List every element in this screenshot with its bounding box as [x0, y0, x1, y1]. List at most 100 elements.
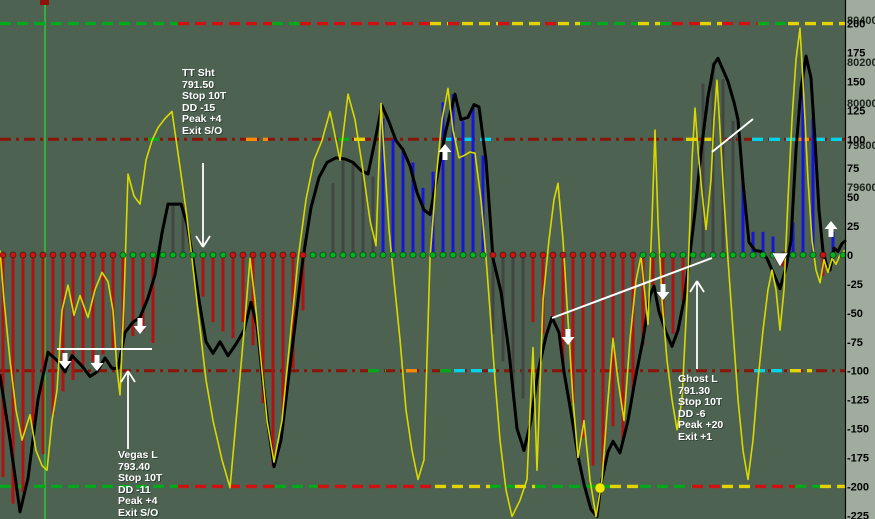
annotation-line: Stop 10T — [182, 90, 227, 102]
callout-arrow-head — [689, 280, 698, 293]
indicator-axis-label: -150 — [847, 424, 869, 436]
zero-dot — [89, 251, 97, 259]
zero-dot — [289, 251, 297, 259]
trend-line — [711, 118, 754, 153]
indicator-axis-label: -125 — [847, 395, 869, 407]
zero-dot — [259, 251, 267, 259]
zero-dot — [339, 251, 347, 259]
zero-dot — [619, 251, 627, 259]
zero-dot — [119, 251, 127, 259]
zero-dot — [819, 251, 827, 259]
zero-dot — [699, 251, 707, 259]
zero-dot — [29, 251, 37, 259]
zero-dot — [169, 251, 177, 259]
indicator-axis-label: 175 — [847, 48, 865, 60]
annotation-line: Vegas L — [118, 449, 158, 461]
signal-arrow-down-icon — [561, 329, 575, 345]
zero-dot — [639, 251, 647, 259]
callout-arrow-head — [696, 280, 705, 293]
signal-arrow-down-icon — [90, 355, 104, 371]
price-axis-label: 80400 — [847, 15, 875, 27]
zero-dot — [789, 251, 797, 259]
annotation-line: DD -15 — [182, 101, 216, 114]
annotation-tt-sht: TT Sht 791.50 Stop 10T DD -15 Peak +4 Ex… — [182, 67, 227, 137]
zero-dot — [219, 251, 227, 259]
zero-dot — [489, 251, 497, 259]
zero-dot — [519, 251, 527, 259]
annotation-line: Ghost L — [678, 373, 718, 385]
annotation-ghost-l: Ghost L 791.30 Stop 10T DD -6 Peak +20 E… — [678, 373, 724, 443]
zero-dot — [239, 251, 247, 259]
zero-dot — [199, 251, 207, 259]
zero-dot — [349, 251, 357, 259]
zero-dot — [739, 251, 747, 259]
zero-dot — [559, 251, 567, 259]
yellow-dot-marker — [594, 482, 606, 494]
signal-arrow-down-icon — [656, 284, 670, 300]
zero-dot — [389, 251, 397, 259]
zero-dot — [829, 251, 837, 259]
indicator-axis-label: 200 — [847, 19, 865, 31]
zero-dot — [359, 251, 367, 259]
annotation-line: Peak +4 — [182, 113, 222, 125]
indicator-axis-label: 50 — [847, 192, 859, 204]
annotation-line: Stop 10T — [678, 396, 723, 408]
zero-dot — [229, 251, 237, 259]
zero-dot — [209, 251, 217, 259]
zero-dot — [609, 251, 617, 259]
zero-dot — [0, 251, 7, 259]
zero-dot — [49, 251, 57, 259]
zero-dot — [749, 251, 757, 259]
indicator-axis-label: -200 — [847, 481, 869, 493]
zero-dot — [19, 251, 27, 259]
zero-dot — [59, 251, 67, 259]
price-line-black — [0, 54, 847, 518]
zero-dot — [579, 251, 587, 259]
zero-dot — [569, 251, 577, 259]
zero-dot — [449, 251, 457, 259]
zero-dot — [109, 251, 117, 259]
zero-dot — [659, 251, 667, 259]
zero-dot — [479, 251, 487, 259]
signal-arrow-up-icon — [824, 221, 838, 237]
axis-panel — [845, 0, 875, 519]
zero-dot — [649, 251, 657, 259]
zero-dot — [129, 251, 137, 259]
indicator-axis-label: 25 — [847, 221, 859, 233]
zero-dot — [309, 251, 317, 259]
annotation-line: Peak +20 — [678, 419, 724, 431]
annotation-line: TT Sht — [182, 67, 215, 79]
zero-dot — [689, 251, 697, 259]
annotation-line: Peak +4 — [118, 495, 158, 507]
zero-dot — [319, 251, 327, 259]
price-axis-label: 80000 — [847, 98, 875, 110]
zero-dot — [509, 251, 517, 259]
zero-dot — [159, 251, 167, 259]
annotation-line: DD -11 — [118, 483, 151, 496]
indicator-axis-label: 150 — [847, 76, 865, 88]
zero-dot — [329, 251, 337, 259]
zero-dot — [279, 251, 287, 259]
indicator-axis-label: -75 — [847, 337, 863, 349]
zero-dot — [419, 251, 427, 259]
callout-arrow-down — [195, 163, 211, 248]
callout-arrow-head — [195, 235, 204, 248]
indicator-line-yellow — [0, 27, 846, 518]
zero-dot — [549, 251, 557, 259]
zero-dot — [189, 251, 197, 259]
zero-dot — [809, 251, 817, 259]
callout-arrow-head — [202, 235, 211, 248]
zero-dot — [629, 251, 637, 259]
indicator-axis-label: -175 — [847, 452, 869, 464]
annotation-line: Stop 10T — [118, 472, 163, 484]
zero-dot — [9, 251, 17, 259]
indicator-axis-label: -25 — [847, 279, 863, 291]
zero-dot — [399, 251, 407, 259]
indicator-axis-label: -50 — [847, 308, 863, 320]
annotation-vegas-l: Vegas L 793.40 Stop 10T DD -11 Peak +4 E… — [118, 449, 163, 519]
zero-dot — [249, 251, 257, 259]
zero-dot — [429, 251, 437, 259]
zero-dot — [39, 251, 47, 259]
zero-dot — [149, 251, 157, 259]
